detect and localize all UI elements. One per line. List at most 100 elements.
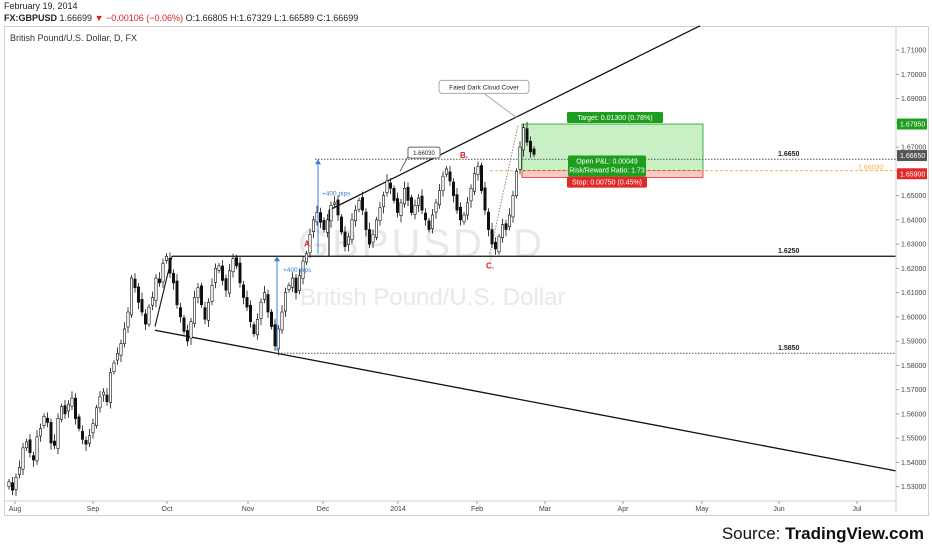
candle-body [476,166,480,176]
level-label: 1.5850 [778,345,800,352]
up-candle [98,391,102,413]
price-tick-label: 1.64000 [901,217,926,224]
candle-body [112,362,116,372]
candle-body [388,182,392,189]
down-candle [266,289,270,318]
candle-body [490,229,494,245]
up-candle [444,165,448,178]
up-candle [214,263,218,289]
candle-body [416,197,420,206]
candle-body [367,229,371,245]
candle-body [210,285,214,302]
candle-body [294,277,298,293]
candle-body [318,212,322,223]
down-candle [179,302,183,323]
candle-body [441,175,445,192]
up-candle [434,198,438,219]
entry-label: 1.66030 [413,151,435,157]
up-candle [130,275,134,318]
candle-body [45,417,49,423]
down-candle [200,282,204,308]
price-axis: 1.53000 1.54000 1.55000 1.56000 1.57000 1.580… [895,27,927,512]
candle-body [371,234,375,243]
candle-body [217,265,221,271]
candle-body [193,297,197,324]
candle-body [67,403,71,412]
pnl-text: Open P&L: 0.00049 [576,159,638,166]
candle-body [165,255,169,261]
up-candle [189,317,193,346]
candle-body [462,214,466,223]
up-candle [297,268,301,295]
candle-body [49,422,53,444]
up-candle [119,339,123,362]
up-candle [357,197,361,213]
up-candle [374,216,378,241]
up-candle [56,413,60,455]
candle-body [221,265,225,281]
candle-body [521,127,525,151]
up-candle [518,141,522,175]
down-candle [392,185,396,204]
candle-body [228,270,232,294]
down-candle [490,222,494,248]
candle-body [308,234,312,254]
candle-body [255,318,259,336]
price-tick-label: 1.60000 [901,314,926,321]
up-candle [35,430,39,465]
candle-body [109,372,113,404]
candle-body [59,406,63,420]
down-candle [221,260,225,286]
candle-body [200,285,204,306]
candle-body [514,171,518,196]
axis-price-badge [897,118,927,130]
candle-body [56,417,60,449]
candle-body [133,278,137,289]
candle-body [448,171,452,182]
candle-body [231,258,235,273]
price-tick-label: 1.69000 [901,96,926,103]
candle-body [437,190,441,206]
down-candle [182,314,186,335]
down-candle [203,301,207,325]
candle-body [528,140,532,153]
candle-body [7,481,11,487]
down-candle [158,272,162,287]
candle-body [21,447,25,470]
down-candle [249,300,253,328]
up-candle [514,168,518,199]
up-candle [329,201,333,228]
candle-body [137,286,141,303]
candle-body [245,297,249,308]
candle-body [151,297,155,306]
down-candle [175,274,179,309]
candle-body [350,219,354,241]
time-tick-label: May [695,506,709,513]
price-tick-label: 1.53000 [901,484,926,491]
entry-label-pointer [399,156,409,172]
axis-price-badge [897,150,927,162]
down-candle [532,146,536,158]
candle-body [497,236,501,253]
rr-text: Risk/Reward Ratio: 1.73 [569,168,645,175]
up-candle [17,460,21,479]
candle-body [525,128,529,143]
candle-body [392,188,396,201]
up-candle [196,282,200,304]
down-candle [493,237,497,255]
source-prefix: Source: [721,524,786,543]
up-candle [416,194,420,213]
time-tick-label: Nov [242,506,255,513]
up-candle [109,367,113,409]
level-label: 1.6650 [778,151,800,158]
candle-body [532,148,536,155]
down-candle [11,476,15,496]
candle-body [325,219,329,233]
up-candle [116,347,120,365]
candle-body [24,441,28,449]
down-candle [455,187,459,215]
abc-leg-line [489,125,519,254]
up-candle [441,171,445,197]
candle-body [95,407,99,426]
